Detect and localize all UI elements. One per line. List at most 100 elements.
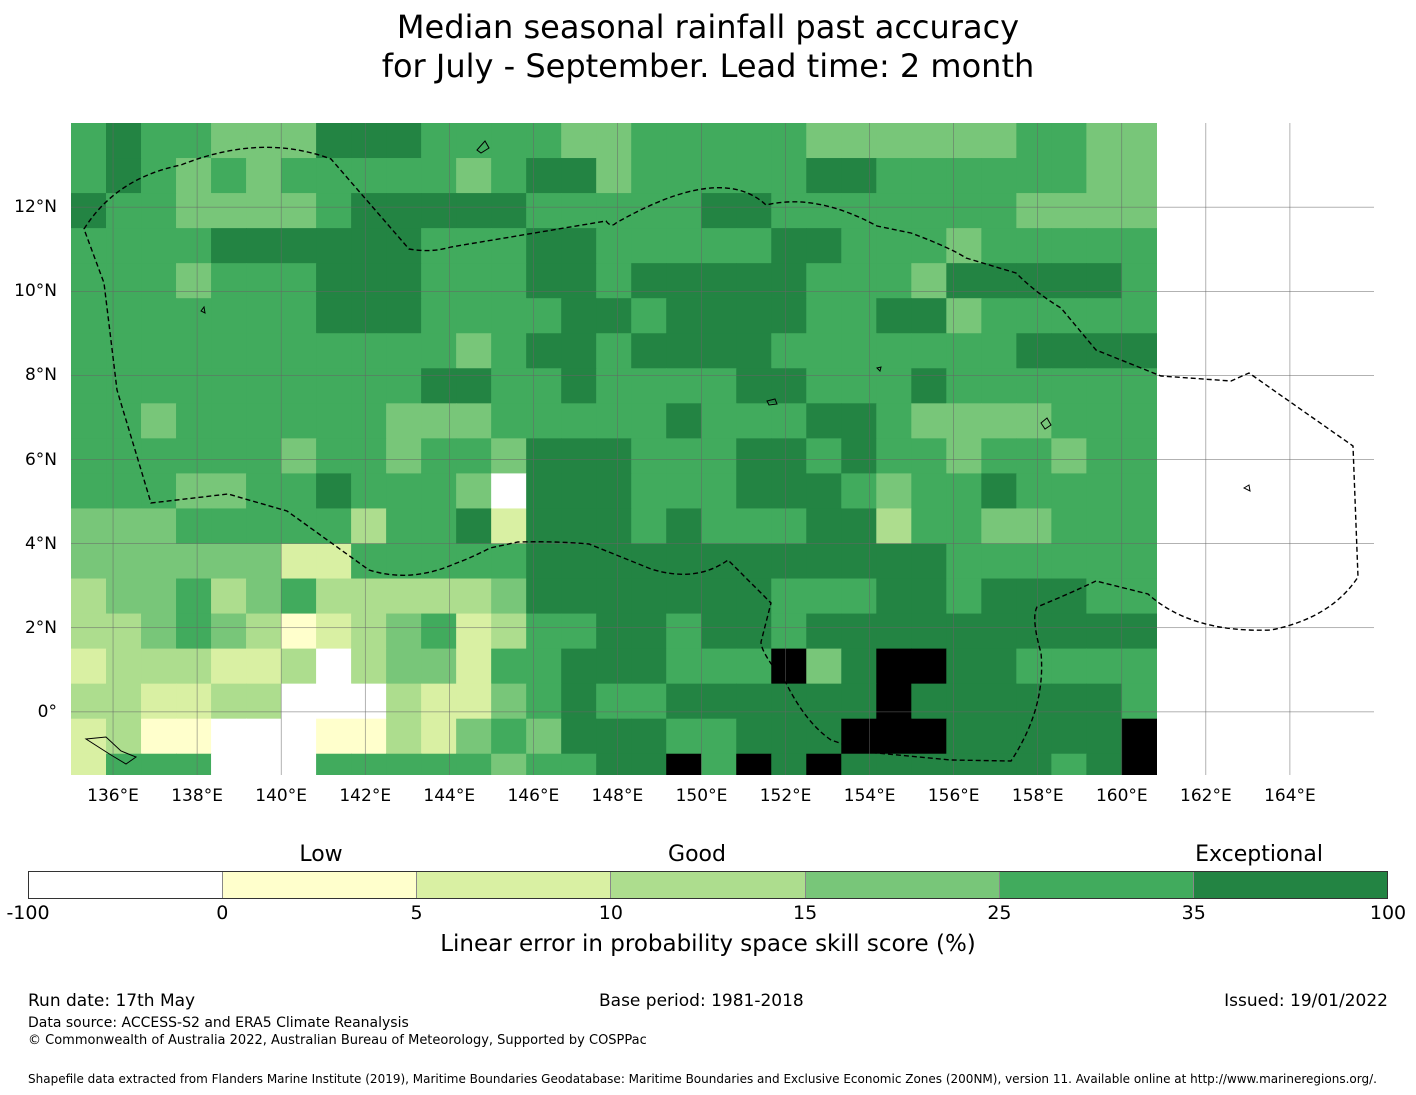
map-cell xyxy=(1086,613,1122,650)
map-cell xyxy=(981,438,1017,474)
map-cell xyxy=(421,648,457,685)
map-cell xyxy=(316,368,352,404)
map-cell xyxy=(421,753,457,775)
lon-tick-label: 154°E xyxy=(843,786,896,806)
map-cell xyxy=(666,473,702,510)
map-cell xyxy=(736,578,772,615)
map-cell xyxy=(806,473,842,510)
map-cell xyxy=(316,298,352,334)
map-cell xyxy=(736,473,772,510)
map-cell xyxy=(386,718,422,755)
map-cell xyxy=(911,368,947,404)
map-cell xyxy=(596,368,632,404)
map-cell xyxy=(596,613,632,650)
map-cell xyxy=(281,613,317,650)
map-cell xyxy=(771,403,807,439)
map-cell xyxy=(596,263,632,299)
map-cell xyxy=(71,578,107,615)
map-cell xyxy=(631,403,667,439)
map-cell xyxy=(946,193,982,229)
map-cell xyxy=(911,578,947,615)
map-cell xyxy=(561,753,597,775)
map-cell xyxy=(946,753,982,775)
map-cell xyxy=(946,683,982,720)
map-cell xyxy=(1051,298,1087,334)
map-cell xyxy=(176,193,212,229)
map-cell xyxy=(421,543,457,580)
map-cell xyxy=(1016,123,1052,159)
map-cell xyxy=(386,368,422,404)
map-cell xyxy=(1051,228,1087,264)
map-cell xyxy=(456,683,492,720)
map-cell xyxy=(526,578,562,615)
map-cell xyxy=(246,578,282,615)
map-cell xyxy=(736,718,772,755)
map-cell xyxy=(526,403,562,439)
map-cell xyxy=(386,438,422,474)
map-cell xyxy=(946,648,982,685)
map-cell xyxy=(491,333,527,369)
map-cell xyxy=(281,228,317,264)
lon-tick-label: 136°E xyxy=(87,786,139,806)
map-cell xyxy=(841,473,877,510)
map-cell xyxy=(1051,158,1087,194)
map-cell xyxy=(491,403,527,439)
map-cell xyxy=(806,368,842,404)
map-cell xyxy=(141,753,177,775)
map-cell xyxy=(141,683,177,720)
map-cell xyxy=(981,543,1017,580)
map-cell xyxy=(876,753,912,775)
colorbar-tick-label: 5 xyxy=(410,902,423,924)
map-cell xyxy=(1016,473,1052,510)
colorbar-segment xyxy=(1193,872,1387,898)
map-cell xyxy=(106,333,142,369)
map-cell xyxy=(491,123,527,159)
map-cell xyxy=(456,228,492,264)
map-cell xyxy=(946,333,982,369)
map-cell xyxy=(771,613,807,650)
map-cell xyxy=(386,508,422,545)
map-cell xyxy=(701,718,737,755)
map-cell xyxy=(876,123,912,159)
map-cell xyxy=(1121,648,1157,685)
map-cell xyxy=(491,158,527,194)
map-cell xyxy=(596,683,632,720)
map-cell xyxy=(981,263,1017,299)
copyright-notice: © Commonwealth of Australia 2022, Austra… xyxy=(28,1033,647,1048)
map-cell xyxy=(876,613,912,650)
map-cell xyxy=(421,473,457,510)
map-cell xyxy=(876,543,912,580)
lon-tick-label: 146°E xyxy=(507,786,560,806)
map-cell xyxy=(421,718,457,755)
map-cell xyxy=(141,193,177,229)
map-cell xyxy=(981,368,1017,404)
map-cell xyxy=(806,333,842,369)
map-cell xyxy=(911,403,947,439)
map-cell xyxy=(561,368,597,404)
map-cell xyxy=(491,648,527,685)
map-cell xyxy=(71,123,107,159)
map-cell xyxy=(71,333,107,369)
map-cell xyxy=(386,193,422,229)
map-cell xyxy=(316,438,352,474)
map-cell xyxy=(246,613,282,650)
map-cell xyxy=(351,368,387,404)
map-cell xyxy=(806,578,842,615)
map-cell xyxy=(596,158,632,194)
map-cell xyxy=(666,298,702,334)
map-cell xyxy=(806,123,842,159)
map-cell xyxy=(876,368,912,404)
colorbar-category-good: Good xyxy=(668,842,726,867)
map-cell xyxy=(911,508,947,545)
map-title-line-1: Median seasonal rainfall past accuracy xyxy=(396,8,1020,46)
map-cell xyxy=(421,683,457,720)
map-cell xyxy=(1051,193,1087,229)
map-cell xyxy=(1086,368,1122,404)
map-cell xyxy=(736,368,772,404)
map-cell xyxy=(1086,578,1122,615)
map-cell xyxy=(1121,263,1157,299)
map-cell xyxy=(701,753,737,775)
map-cell xyxy=(421,158,457,194)
map-cell xyxy=(876,648,912,685)
map-cell xyxy=(806,543,842,580)
